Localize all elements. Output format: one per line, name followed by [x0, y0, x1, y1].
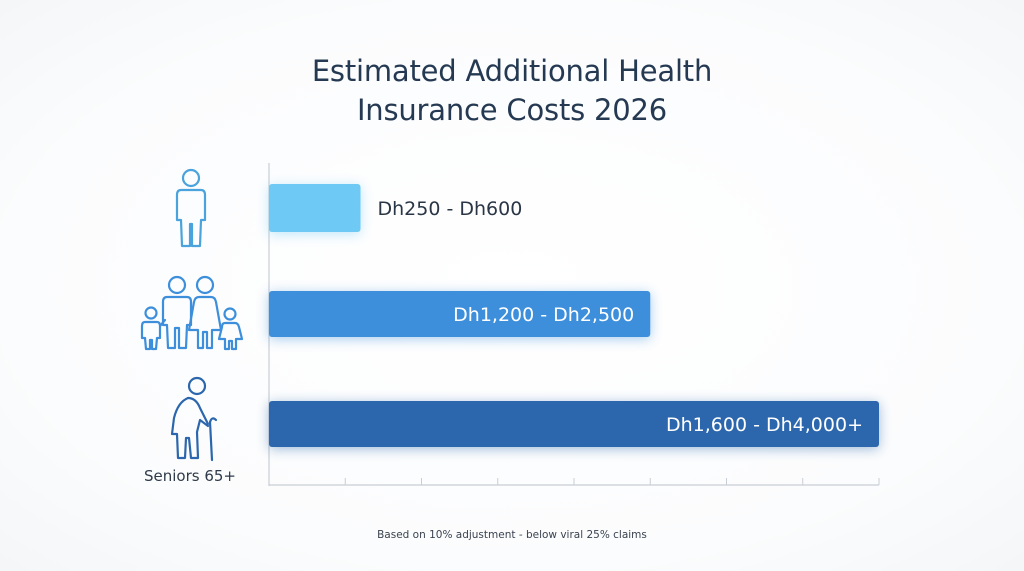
category-label-seniors: Seniors 65+ — [143, 467, 236, 485]
person-icon — [175, 168, 207, 248]
family-icon — [140, 275, 244, 351]
bar-value-label-3: Dh1,600 - Dh4,000+ — [666, 414, 863, 436]
chart-title-line-2: Insurance Costs 2026 — [356, 93, 668, 127]
footnote: Based on 10% adjustment - below viral 25… — [377, 529, 647, 541]
bars-group: Dh250 - Dh600 Dh1,200 - Dh2,500 Dh1,600 - … — [269, 184, 879, 449]
bar-2 — [269, 291, 651, 337]
bar-3 — [269, 401, 879, 447]
senior-with-cane-icon — [170, 376, 218, 462]
chart-title: Estimated Additional Health Insurance Co… — [212, 52, 812, 130]
chart-title-line-1: Estimated Additional Health — [311, 54, 713, 88]
bar-value-label-1: Dh250 - Dh600 — [378, 198, 523, 220]
bar-value-label-2: Dh1,200 - Dh2,500 — [453, 304, 634, 326]
x-axis-ticks — [344, 478, 880, 485]
bar-1 — [269, 184, 361, 232]
